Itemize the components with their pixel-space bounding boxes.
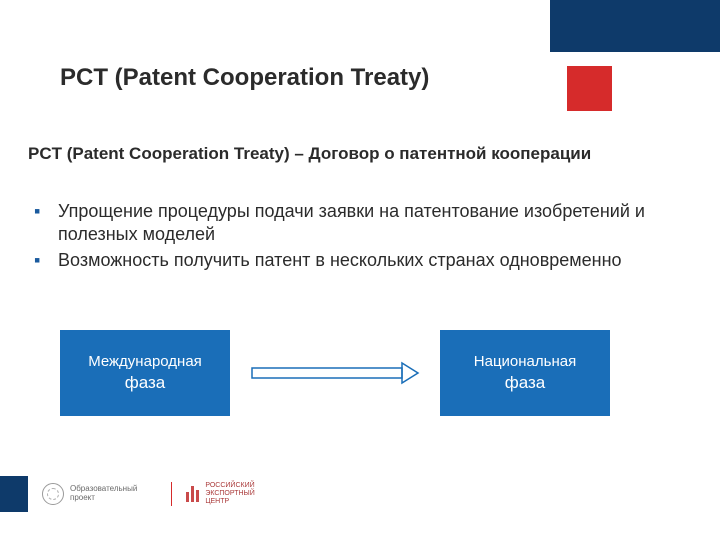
slide-title: PCT (Patent Cooperation Treaty) [60,64,429,92]
phase-box-international: Международная фаза [60,330,230,416]
bullet-item: Возможность получить патент в нескольких… [34,249,674,272]
phase-label-line2: фаза [125,372,166,394]
phase-row: Международная фаза Национальная фаза [60,330,610,416]
top-banner [550,0,720,52]
footer-separator [171,482,172,506]
bullet-item: Упрощение процедуры подачи заявки на пат… [34,200,674,247]
phase-box-national: Национальная фаза [440,330,610,416]
footer-logo-text: Образовательный проект [70,485,137,503]
globe-icon [42,483,64,505]
bullet-list: Упрощение процедуры подачи заявки на пат… [34,200,674,274]
subtitle: PCT (Patent Cooperation Treaty) – Догово… [28,144,591,164]
footer-logo-edu: Образовательный проект [42,483,137,505]
footer-accent-bar [0,476,28,512]
accent-square [567,66,612,111]
bars-icon [186,486,199,502]
phase-arrow [250,353,420,393]
phase-label-line1: Национальная [474,352,576,372]
phase-label-line2: фаза [505,372,546,394]
footer-logo2-text: РОССИЙСКИЙ ЭКСПОРТНЫЙ ЦЕНТР [205,482,254,505]
footer: Образовательный проект РОССИЙСКИЙ ЭКСПОР… [0,476,255,512]
arrow-icon [250,360,420,386]
footer-logo-rec: РОССИЙСКИЙ ЭКСПОРТНЫЙ ЦЕНТР [186,482,254,505]
phase-label-line1: Международная [88,352,202,372]
